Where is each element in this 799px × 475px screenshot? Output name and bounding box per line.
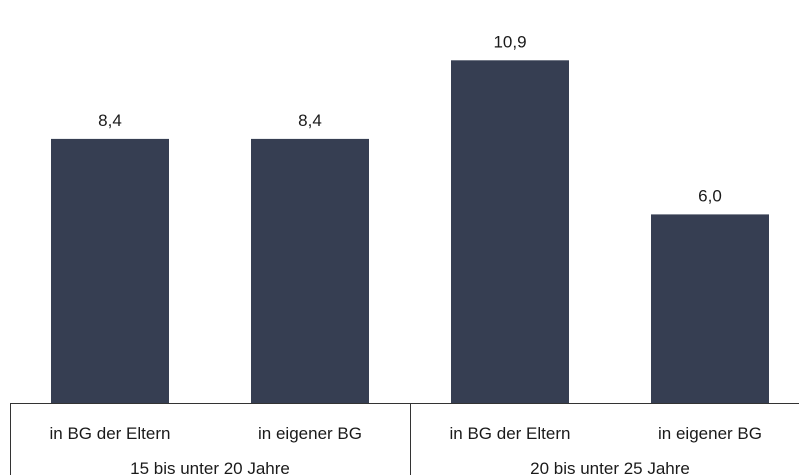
bars [51,60,769,404]
category-labels: in BG der Eltern in eigener BG in BG der E… [50,424,762,443]
value-label-3: 6,0 [698,186,722,205]
group-label-1: 20 bis unter 25 Jahre [530,459,690,475]
value-label-2: 10,9 [493,32,526,51]
bar-1 [251,138,369,403]
category-label-1: in eigener BG [258,424,362,443]
value-labels: 8,4 8,4 10,9 6,0 [98,32,722,205]
bar-2 [451,60,569,404]
category-label-3: in eigener BG [658,424,762,443]
category-label-2: in BG der Eltern [450,424,571,443]
group-labels: 15 bis unter 20 Jahre 20 bis unter 25 Jah… [130,459,690,475]
value-label-1: 8,4 [298,111,322,130]
category-axis [10,403,799,475]
bar-3 [651,214,769,403]
value-label-0: 8,4 [98,111,122,130]
group-label-0: 15 bis unter 20 Jahre [130,459,290,475]
category-label-0: in BG der Eltern [50,424,171,443]
bar-0 [51,138,169,403]
